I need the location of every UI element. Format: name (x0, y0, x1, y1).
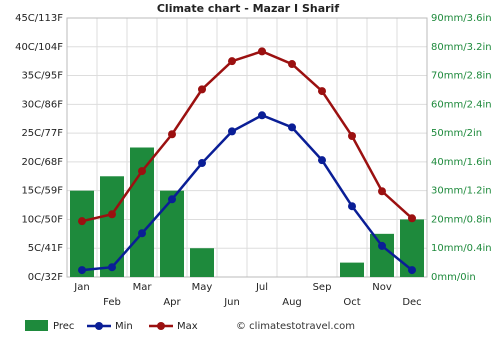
x-tick-label: Jan (73, 282, 89, 293)
x-tick-label: Feb (103, 297, 121, 308)
legend-item: Prec (25, 320, 74, 332)
y-tick-label: 30C/86F (21, 99, 63, 110)
y-tick-label: 20C/68F (21, 157, 63, 168)
y-tick-label: 40C/104F (15, 42, 63, 53)
precip-bar (70, 190, 94, 277)
temp-marker (288, 60, 296, 69)
temp-marker (228, 57, 236, 66)
y-tick-label: 45C/113F (15, 13, 63, 24)
temp-line (81, 113, 413, 272)
legend-swatch (25, 320, 48, 331)
y2-tick-label: 80mm/3.2in (431, 42, 492, 53)
temp-marker (108, 210, 116, 219)
legend-label: Max (177, 321, 198, 332)
x-tick-label: Jul (255, 282, 268, 293)
chart-title: Climate chart - Mazar I Sharif (157, 2, 339, 15)
x-tick-label: Oct (343, 297, 360, 308)
temp-marker (108, 263, 116, 272)
temp-marker (138, 167, 146, 176)
temp-marker (78, 266, 86, 275)
temp-marker (378, 187, 386, 196)
x-tick-label: Jun (223, 297, 240, 308)
x-tick-label: May (192, 282, 213, 293)
legend-marker (157, 322, 165, 330)
temp-marker (318, 156, 326, 165)
temp-marker (168, 130, 176, 139)
precip-bar (340, 262, 364, 277)
precip-bar (130, 147, 154, 277)
legend-marker (95, 322, 103, 330)
temp-marker (258, 47, 266, 56)
x-tick-label: Nov (372, 282, 392, 293)
x-tick-label: Apr (163, 297, 181, 308)
y2-tick-label: 0mm/0in (431, 272, 476, 283)
temp-line (81, 50, 413, 223)
temp-marker (288, 123, 296, 132)
legend-item: Max (149, 321, 198, 332)
y-tick-label: 15C/59F (21, 186, 63, 197)
temp-marker (78, 217, 86, 226)
y2-tick-label: 30mm/1.2in (431, 186, 492, 197)
temp-marker (258, 111, 266, 120)
y2-tick-label: 40mm/1.6in (431, 157, 492, 168)
y-tick-label: 25C/77F (21, 128, 63, 139)
temp-marker (318, 87, 326, 96)
temp-marker (348, 131, 356, 140)
temp-marker (198, 159, 206, 168)
legend-label: Min (115, 321, 133, 332)
precip-bar (160, 190, 184, 277)
x-tick-label: Mar (133, 282, 153, 293)
precip-bar (100, 176, 124, 277)
precip-bar (370, 233, 394, 277)
y2-tick-label: 70mm/2.8in (431, 71, 492, 82)
source: © climatestotravel.com (236, 321, 355, 332)
y-tick-label: 5C/41F (28, 243, 63, 254)
y2-tick-label: 90mm/3.6in (431, 13, 492, 24)
temp-marker (408, 266, 416, 275)
plot-frame (66, 17, 428, 278)
legend-label: Prec (53, 321, 74, 332)
y2-tick-label: 50mm/2in (431, 128, 482, 139)
y-tick-label: 0C/32F (28, 272, 63, 283)
precip-bar (190, 248, 214, 277)
temp-marker (408, 214, 416, 223)
y2-tick-label: 60mm/2.4in (431, 99, 492, 110)
y2-tick-label: 10mm/0.4in (431, 243, 492, 254)
temp-marker (378, 241, 386, 250)
y2-tick-label: 20mm/0.8in (431, 214, 492, 225)
temp-marker (228, 127, 236, 136)
legend-item: Min (87, 321, 133, 332)
y-tick-label: 35C/95F (21, 71, 63, 82)
temp-marker (348, 202, 356, 211)
temp-marker (168, 195, 176, 204)
temp-marker (138, 229, 146, 238)
temp-marker (198, 85, 206, 94)
x-tick-label: Sep (313, 282, 332, 293)
x-tick-label: Dec (402, 297, 421, 308)
x-tick-label: Aug (282, 297, 302, 308)
y-tick-label: 10C/50F (21, 214, 63, 225)
